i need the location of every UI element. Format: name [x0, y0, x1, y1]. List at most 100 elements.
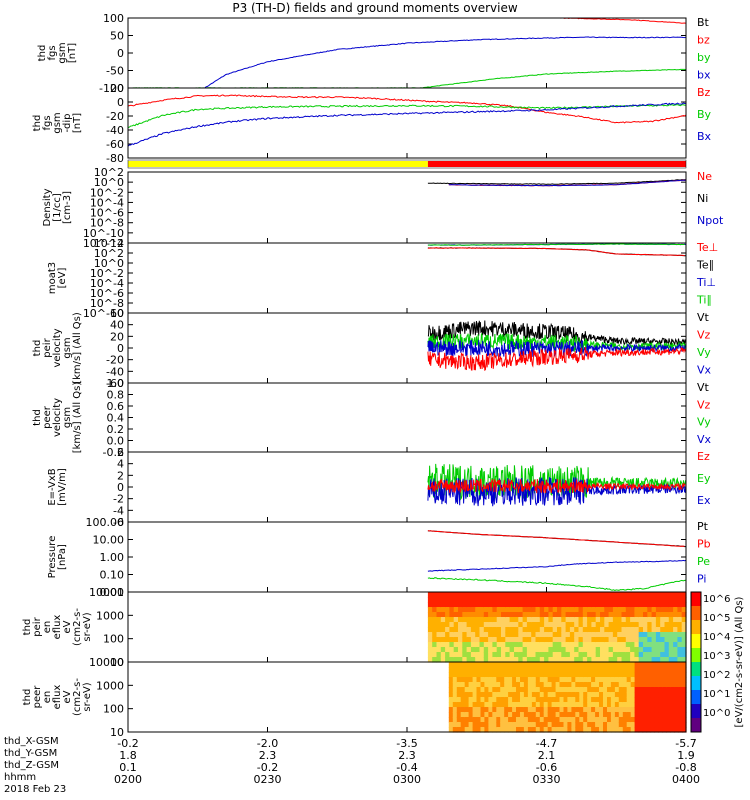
- spectrogram-cell-peer: [630, 667, 636, 673]
- spectrogram-cell-peir: [496, 602, 502, 608]
- spectrogram-cell-peir: [668, 627, 674, 633]
- panel-frame: [127, 661, 687, 733]
- spectrogram-cell-peer: [646, 697, 652, 703]
- spectrogram-cell-peir: [522, 602, 528, 608]
- spectrogram-cell-peir: [638, 657, 644, 663]
- spectrogram-cell-peer: [547, 667, 553, 673]
- spectrogram-cell-peer: [476, 672, 482, 678]
- spectrogram-cell-peir: [466, 657, 472, 663]
- spectrogram-cell-peir: [677, 627, 683, 633]
- spectrogram-cell-peer: [559, 707, 565, 713]
- spectrogram-cell-peir: [535, 622, 541, 628]
- x-tick-label: 0300: [393, 773, 421, 786]
- spectrogram-cell-peir: [479, 612, 485, 618]
- spectrogram-cell-peer: [488, 702, 493, 708]
- spectrogram-cell-peer: [480, 687, 486, 693]
- spectrogram-cell-peer: [603, 682, 608, 688]
- spectrogram-cell-peir: [505, 592, 511, 598]
- spectrogram-cell-peir: [621, 607, 627, 613]
- spectrogram-cell-peir: [604, 637, 610, 643]
- spectrogram-cell-peir: [470, 597, 476, 603]
- spectrogram-cell-peer: [674, 692, 679, 698]
- spectrogram-cell-peer: [496, 667, 501, 673]
- spectrogram-cell-peer: [614, 667, 620, 673]
- spectrogram-cell-peer: [492, 697, 497, 703]
- spectrogram-cell-peir: [432, 622, 438, 628]
- spectrogram-cell-peer: [670, 722, 675, 728]
- colorbar-label: [eV/(cm2-s-sr-eV)] (All Qs): [734, 596, 745, 727]
- colorbar-tick-label: 10^5: [703, 613, 730, 624]
- spectrogram-cell-peer: [551, 712, 557, 718]
- spectrogram-cell-peir: [655, 597, 661, 603]
- spectrogram-cell-peer: [448, 722, 454, 728]
- spectrogram-cell-peir: [522, 627, 528, 633]
- spectrogram-cell-peer: [638, 687, 644, 693]
- spectrogram-cell-peer: [484, 722, 489, 728]
- spectrogram-cell-peer: [563, 707, 569, 713]
- spectrogram-cell-peer: [492, 727, 497, 733]
- y-axis-label: peer: [32, 685, 43, 709]
- spectrogram-cell-peir: [630, 617, 635, 623]
- spectrogram-cell-peer: [539, 717, 545, 723]
- spectrogram-cell-peir: [526, 632, 532, 638]
- spectrogram-cell-peer: [512, 722, 517, 728]
- spectrogram-cell-peer: [618, 707, 624, 713]
- spectrogram-cell-peer: [571, 697, 576, 703]
- spectrogram-cell-peer: [670, 712, 675, 718]
- spectrogram-cell-peir: [496, 607, 502, 613]
- spectrogram-cell-peer: [527, 687, 533, 693]
- spectrogram-cell-peer: [662, 677, 667, 683]
- spectrogram-cell-peer: [520, 692, 525, 698]
- spectrogram-cell-peir: [440, 602, 446, 608]
- spectrogram-cell-peer: [678, 682, 683, 688]
- spectrogram-cell-peer: [551, 677, 557, 683]
- spectrogram-cell-peir: [453, 612, 459, 618]
- spectrogram-cell-peir: [470, 622, 476, 628]
- spectrogram-cell-peir: [492, 627, 498, 633]
- spectrogram-cell-peer: [468, 727, 474, 733]
- spectrogram-cell-peir: [604, 617, 610, 623]
- spectrogram-cell-peer: [508, 697, 513, 703]
- mode-bar-segment: [128, 161, 428, 167]
- spectrogram-cell-peir: [625, 592, 631, 598]
- spectrogram-cell-peer: [464, 687, 470, 693]
- spectrogram-cell-peir: [664, 647, 670, 653]
- spectrogram-cell-peer: [650, 702, 655, 708]
- spectrogram-cell-peer: [551, 662, 557, 668]
- spectrogram-cell-peer: [678, 692, 683, 698]
- spectrogram-cell-peer: [456, 682, 462, 688]
- spectrogram-cell-peer: [460, 662, 466, 668]
- spectrogram-cell-peir: [578, 622, 584, 628]
- spectrogram-cell-peer: [599, 722, 604, 728]
- spectrogram-cell-peer: [567, 672, 572, 678]
- spectrogram-cell-peir: [582, 642, 588, 648]
- spectrogram-cell-peir: [617, 607, 623, 613]
- spectrogram-cell-peir: [643, 617, 648, 623]
- spectrogram-cell-peir: [578, 592, 584, 598]
- spectrogram-cell-peer: [642, 707, 648, 713]
- spectrogram-cell-peer: [543, 712, 549, 718]
- spectrogram-cell-peer: [464, 667, 470, 673]
- spectrogram-cell-peir: [655, 602, 661, 608]
- colorbar-tick-label: 10^4: [703, 632, 730, 643]
- spectrogram-cell-peir: [458, 627, 463, 633]
- spectrogram-cell-peer: [456, 717, 462, 723]
- spectrogram-cell-peer: [492, 677, 497, 683]
- spectrogram-cell-peir: [492, 612, 498, 618]
- spectrogram-cell-peir: [557, 612, 562, 618]
- y-axis-label: (cm2-s-: [72, 608, 83, 646]
- spectrogram-cell-peer: [599, 672, 604, 678]
- spectrogram-cell-peir: [453, 622, 459, 628]
- spectrogram-cell-peir: [548, 642, 554, 648]
- spectrogram-cell-peer: [551, 717, 557, 723]
- y-axis-label: [km/s] (All Qs): [72, 382, 83, 454]
- spectrogram-cell-peer: [674, 722, 679, 728]
- spectrogram-cell-peer: [555, 667, 561, 673]
- spectrogram-cell-peir: [677, 632, 683, 638]
- spectrogram-cell-peir: [595, 642, 601, 648]
- spectrogram-cell-peer: [646, 667, 652, 673]
- series-line-temp_ti: [427, 243, 685, 246]
- spectrogram-cell-peir: [548, 657, 554, 663]
- spectrogram-cell-peir: [462, 657, 468, 663]
- spectrogram-cell-peir: [643, 607, 648, 613]
